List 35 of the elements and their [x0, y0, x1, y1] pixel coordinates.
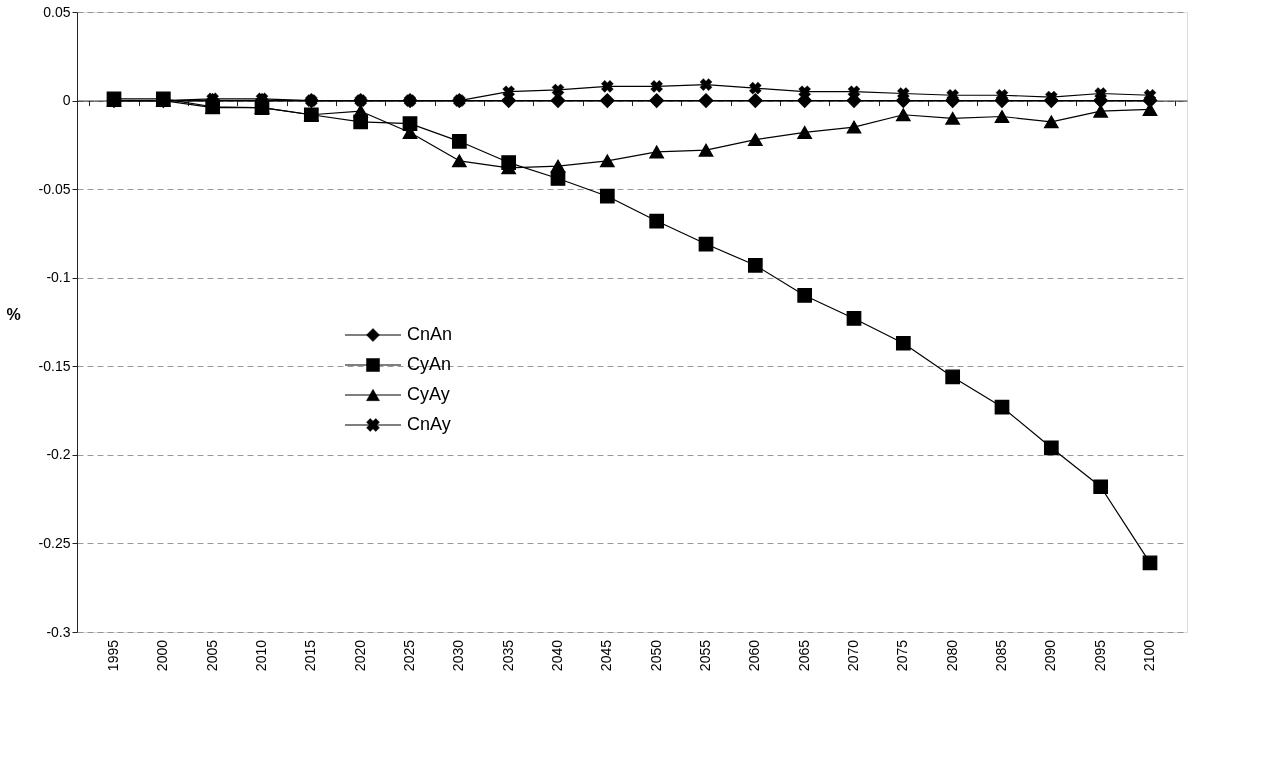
x-tick-label: 2080: [943, 639, 960, 672]
y-tick-label: -0.15: [38, 357, 71, 374]
x-tick-label: 2070: [845, 639, 861, 672]
y-tick-label: -0.25: [38, 534, 71, 551]
legend-label: CnAy: [407, 414, 451, 434]
x-tick-label: 2005: [203, 639, 220, 672]
y-tick-label: -0.2: [46, 446, 71, 463]
x-tick-label: 2075: [894, 639, 911, 672]
x-tick-label: 2100: [1141, 639, 1157, 672]
x-tick-label: 2000: [154, 639, 171, 672]
x-tick-label: 2090: [1042, 639, 1059, 672]
x-tick-label: 2010: [253, 639, 269, 672]
x-tick-label: 2055: [697, 639, 713, 672]
x-tick-label: 2065: [795, 639, 812, 672]
x-tick-label: 2015: [302, 639, 319, 672]
y-axis-title: %: [6, 305, 21, 323]
legend-label: CyAy: [407, 384, 450, 404]
x-tick-label: 2060: [746, 639, 763, 672]
legend-label: CyAn: [407, 354, 452, 374]
y-tick-label: -0.3: [46, 623, 71, 640]
x-tick-label: 2025: [401, 639, 417, 672]
y-tick-label: 0.05: [43, 3, 71, 20]
x-tick-label: 2035: [499, 639, 516, 672]
x-tick-label: 1995: [105, 639, 121, 672]
x-tick-label: 2030: [450, 639, 467, 672]
y-tick-label: 0: [62, 92, 71, 109]
x-tick-label: 2045: [598, 639, 615, 672]
x-tick-label: 2040: [549, 639, 565, 672]
x-tick-label: 2050: [647, 639, 664, 672]
x-tick-label: 2085: [993, 639, 1009, 672]
y-tick-label: -0.05: [38, 180, 71, 197]
legend-label: CnAn: [407, 324, 453, 344]
y-tick-label: -0.1: [46, 269, 71, 286]
x-tick-label: 2020: [351, 639, 368, 672]
x-tick-label: 2095: [1091, 639, 1108, 672]
